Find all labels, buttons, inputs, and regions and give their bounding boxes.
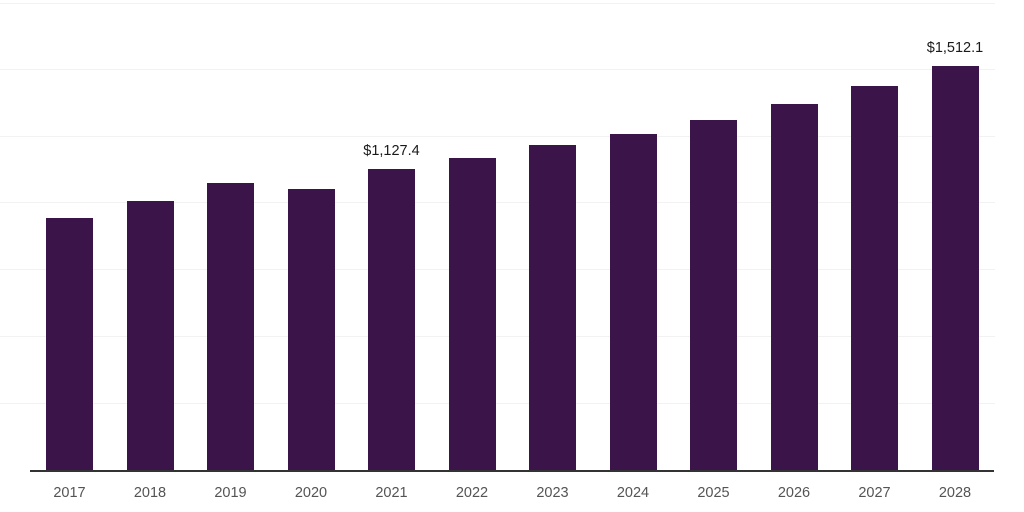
- bar[interactable]: [851, 86, 898, 470]
- bar[interactable]: [126, 200, 174, 470]
- x-axis-tick-label: 2026: [777, 485, 811, 501]
- bar[interactable]: [609, 133, 657, 470]
- bar-group[interactable]: $1,512.1: [927, 0, 983, 470]
- x-axis-tick-label: 2028: [938, 485, 972, 501]
- bar-group[interactable]: [46, 0, 93, 470]
- bar-group[interactable]: [529, 0, 576, 470]
- bar-value-label: $1,512.1: [926, 40, 984, 57]
- bar[interactable]: [448, 157, 496, 470]
- x-axis-tick-label: 2025: [697, 485, 730, 501]
- bar-group[interactable]: [690, 0, 737, 470]
- bar-group[interactable]: [609, 0, 657, 470]
- bar-group[interactable]: [207, 0, 254, 470]
- x-axis-tick-label: 2019: [214, 485, 247, 501]
- x-axis-tick-label: 2023: [536, 485, 569, 501]
- bar-group[interactable]: $1,127.4: [363, 0, 420, 470]
- bar-group[interactable]: [770, 0, 818, 470]
- bar[interactable]: [46, 217, 93, 470]
- x-axis-tick-labels: 2017 2018 2019 2020 2021 2022 2023 2024 2025 2026…: [0, 470, 1024, 512]
- x-axis-tick-label: 2020: [294, 485, 328, 501]
- bar-value-label: $1,127.4: [363, 143, 420, 160]
- chart-plot-area: $1,127.4 $1,512.1: [46, 0, 983, 470]
- bar[interactable]: [770, 103, 818, 470]
- x-axis-tick-label: 2017: [53, 485, 86, 501]
- x-axis-tick-label: 2024: [616, 485, 650, 501]
- bar[interactable]: [690, 119, 737, 470]
- bar[interactable]: [931, 65, 979, 470]
- x-axis-tick-label: 2021: [375, 485, 408, 501]
- bar-group[interactable]: [287, 0, 335, 470]
- bar-group[interactable]: [851, 0, 898, 470]
- bar[interactable]: [529, 144, 576, 470]
- x-axis-tick-label: 2018: [133, 485, 167, 501]
- bar[interactable]: [368, 168, 415, 470]
- x-axis-line: [30, 470, 994, 472]
- bar[interactable]: [287, 189, 335, 470]
- bar[interactable]: [207, 183, 254, 470]
- x-axis-tick-label: 2022: [455, 485, 489, 501]
- bar-group[interactable]: [448, 0, 496, 470]
- bar-group[interactable]: [126, 0, 174, 470]
- x-axis-tick-label: 2027: [858, 485, 891, 501]
